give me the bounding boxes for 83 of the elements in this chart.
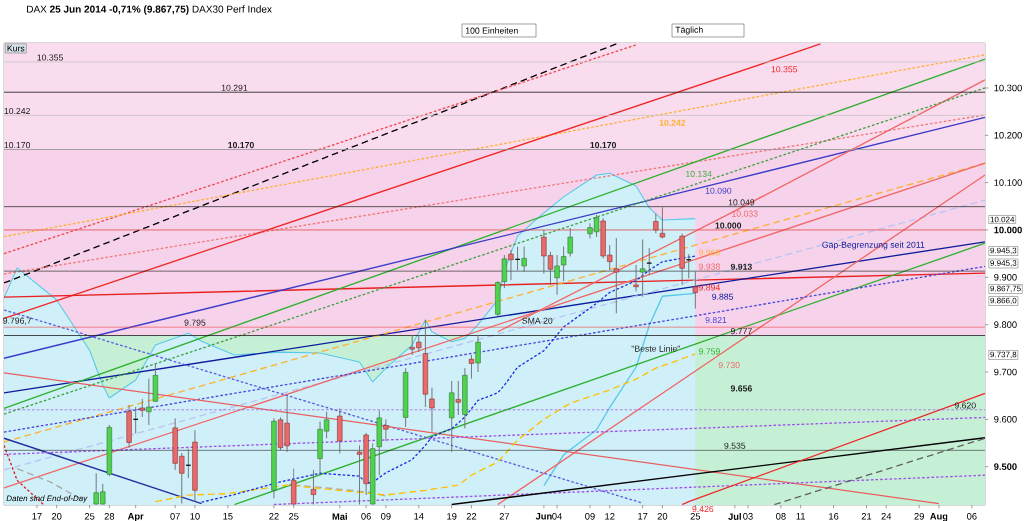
x-tick-label: 20	[657, 513, 668, 520]
x-tick-label: 03	[743, 513, 753, 520]
x-tick-label: 09	[585, 513, 595, 520]
data-label: 10.033	[732, 210, 758, 217]
y-tick-label: 9.900	[994, 274, 1017, 281]
text: 10.024	[990, 216, 1015, 223]
data-label: 9.730	[718, 362, 740, 369]
x-tick-label: Jun	[535, 513, 552, 520]
data-label: 10.090	[705, 187, 732, 194]
x-tick-label: Mai	[332, 513, 347, 520]
y-tick-label: 10.300	[994, 84, 1022, 92]
annotation: SMA 20	[522, 317, 553, 324]
annotation: 10.170	[228, 142, 254, 149]
x-tick-label: 21	[861, 513, 872, 520]
x-tick-label: 12	[605, 513, 615, 520]
data-label: 9.894	[698, 284, 721, 291]
x-tick-label: Apr	[127, 513, 144, 521]
y-tick-label: 10.200	[994, 132, 1022, 139]
annotation: 9.777	[730, 328, 752, 335]
annotation: 9.656	[730, 385, 752, 392]
y-tick-label: 9.600	[994, 416, 1017, 423]
x-tick-label: 06	[967, 513, 977, 520]
x-tick-label: 11	[796, 513, 806, 520]
annotation: Daten sind End-of-Day	[6, 495, 88, 503]
y-tick-label: 9.700	[994, 368, 1017, 376]
text: 9.866,0	[990, 297, 1017, 305]
y-tick-label: 9.500	[994, 463, 1017, 470]
x-tick-label: 17	[638, 513, 648, 520]
y-tick-label: 9.800	[994, 321, 1017, 328]
x-tick-label: 15	[223, 513, 233, 520]
x-tick-label: 17	[32, 513, 42, 520]
x-tick-label: 20	[51, 513, 62, 520]
data-label: 9.759	[698, 348, 720, 355]
x-tick-label: 28	[104, 513, 115, 520]
x-tick-label: 07	[170, 513, 180, 520]
data-label: 10.242	[659, 119, 686, 126]
x-tick-label: 27	[499, 513, 510, 520]
x-tick-label: 08	[776, 513, 786, 520]
x-tick-label: 06	[361, 513, 371, 520]
x-tick-label: 19	[447, 513, 457, 520]
x-tick-label: 24	[881, 513, 892, 520]
annotation: 10.000	[715, 222, 742, 229]
data-label: 9.426	[692, 505, 714, 513]
chart-title: DAX 25 Jun 2014 -0,71% (9.867,75) DAX30 Perf Index	[27, 5, 272, 15]
annotation: 9.796,7	[3, 317, 32, 325]
annotation: "Beste Linie"	[631, 345, 680, 352]
x-tick-label: 09	[381, 513, 391, 520]
data-label: 9.821	[705, 316, 727, 324]
x-tick-label: 25	[690, 513, 701, 520]
text: 9.945,3	[990, 260, 1017, 267]
x-tick-label: 14	[414, 513, 424, 520]
annotation: 10.170	[590, 142, 617, 149]
annotation: 10.242	[4, 107, 30, 115]
data-label: 9.885	[712, 293, 734, 300]
x-tick-label: 29	[914, 513, 924, 520]
annotation: 9.620	[954, 402, 976, 409]
series-label: Gap-Begrenzung seit 2011	[822, 241, 925, 250]
data-label: 10.355	[771, 66, 798, 73]
x-tick-label: Jul	[728, 513, 741, 520]
data-label: 10.134	[686, 170, 712, 177]
x-tick-label: 04	[552, 513, 562, 520]
y-axis-title: Kurs	[7, 45, 25, 52]
text: Täglich	[675, 26, 703, 35]
x-tick-label: 25	[84, 513, 95, 520]
text: 9.945,3	[990, 247, 1017, 255]
annotation: 10.291	[221, 84, 248, 91]
annotation: 9.535	[724, 442, 746, 449]
text: 9.737,8	[990, 351, 1017, 359]
data-label: 9.938	[698, 263, 720, 270]
x-tick-label: 10	[190, 513, 200, 520]
annotation: 10.355	[37, 54, 63, 61]
x-tick-label: 22	[269, 513, 279, 520]
text: 100 Einheiten	[465, 27, 518, 34]
x-tick-label: 22	[466, 513, 477, 520]
x-tick-label: 16	[829, 513, 839, 520]
annotation: 9.795	[184, 319, 206, 326]
x-tick-label: Aug	[930, 513, 948, 521]
y-tick-label: 10.000	[994, 226, 1022, 234]
x-tick-label: 25	[288, 513, 299, 520]
annotation: 10.170	[4, 142, 31, 149]
y-tick-label: 10.100	[994, 179, 1022, 186]
text: 9.867,75	[990, 285, 1021, 293]
annotation: 9.913	[730, 263, 752, 270]
